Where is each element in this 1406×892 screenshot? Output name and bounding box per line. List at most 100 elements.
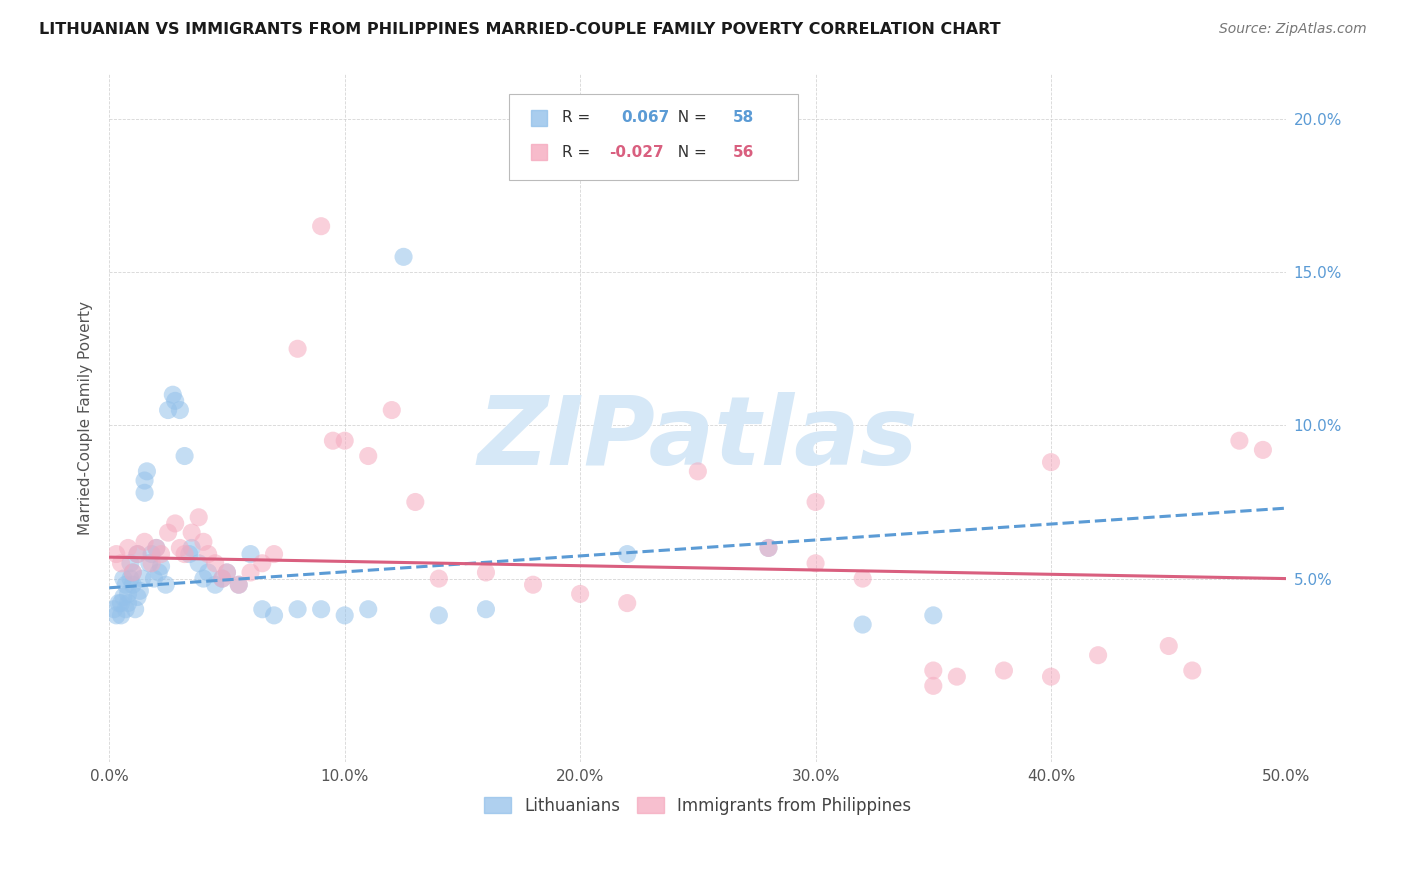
- Point: [1227, 434, 1250, 448]
- Point: [333, 434, 356, 448]
- Point: [193, 534, 215, 549]
- Point: [165, 393, 187, 408]
- Point: [357, 449, 380, 463]
- Point: [197, 566, 219, 580]
- Point: [110, 556, 132, 570]
- Y-axis label: Married-Couple Family Poverty: Married-Couple Family Poverty: [79, 301, 93, 534]
- Point: [112, 590, 135, 604]
- Point: [392, 250, 415, 264]
- Point: [173, 547, 195, 561]
- Point: [228, 578, 250, 592]
- Point: [616, 547, 638, 561]
- Point: [155, 578, 177, 592]
- Point: [475, 602, 498, 616]
- Point: [121, 566, 143, 580]
- Point: [150, 547, 173, 561]
- Point: [758, 541, 780, 555]
- Point: [569, 587, 592, 601]
- Point: [114, 602, 136, 616]
- Point: [138, 556, 160, 570]
- Point: [381, 403, 404, 417]
- Point: [211, 572, 233, 586]
- Point: [758, 541, 780, 555]
- Point: [252, 602, 274, 616]
- Point: [141, 547, 163, 561]
- Point: [145, 541, 167, 555]
- Text: N =: N =: [668, 111, 711, 125]
- Point: [180, 541, 202, 555]
- Point: [1157, 639, 1180, 653]
- Point: [852, 572, 875, 586]
- Point: [112, 572, 135, 586]
- Point: [322, 434, 344, 448]
- Point: [204, 556, 226, 570]
- Point: [804, 495, 827, 509]
- Point: [357, 602, 380, 616]
- FancyBboxPatch shape: [509, 94, 799, 180]
- Point: [162, 388, 184, 402]
- Point: [179, 547, 201, 561]
- Point: [145, 541, 167, 555]
- Point: [427, 572, 450, 586]
- Point: [110, 608, 132, 623]
- Point: [215, 566, 238, 580]
- Point: [922, 679, 945, 693]
- Point: [157, 403, 180, 417]
- Point: [616, 596, 638, 610]
- Text: LITHUANIAN VS IMMIGRANTS FROM PHILIPPINES MARRIED-COUPLE FAMILY POVERTY CORRELAT: LITHUANIAN VS IMMIGRANTS FROM PHILIPPINE…: [39, 22, 1001, 37]
- Point: [120, 572, 142, 586]
- Point: [135, 464, 157, 478]
- Text: R =: R =: [562, 111, 600, 125]
- Text: -0.027: -0.027: [610, 145, 664, 160]
- Point: [287, 342, 309, 356]
- Point: [922, 608, 945, 623]
- Point: [197, 547, 219, 561]
- Point: [131, 572, 153, 586]
- Point: [239, 566, 262, 580]
- Point: [169, 403, 191, 417]
- Point: [127, 547, 149, 561]
- Text: 0.067: 0.067: [621, 111, 669, 125]
- Point: [121, 578, 143, 592]
- Point: [309, 219, 332, 234]
- Point: [228, 578, 250, 592]
- Point: [134, 534, 156, 549]
- Text: Source: ZipAtlas.com: Source: ZipAtlas.com: [1219, 22, 1367, 37]
- Point: [946, 670, 969, 684]
- Point: [117, 541, 139, 555]
- Point: [204, 578, 226, 592]
- Point: [128, 583, 150, 598]
- Point: [127, 590, 149, 604]
- Point: [148, 566, 170, 580]
- Point: [165, 516, 187, 531]
- Point: [127, 547, 149, 561]
- Legend: Lithuanians, Immigrants from Philippines: Lithuanians, Immigrants from Philippines: [485, 797, 911, 814]
- Point: [804, 556, 827, 570]
- Point: [117, 587, 139, 601]
- Point: [1040, 455, 1063, 469]
- Point: [1251, 442, 1274, 457]
- Text: N =: N =: [668, 145, 711, 160]
- Point: [150, 559, 173, 574]
- Point: [110, 596, 132, 610]
- Text: 56: 56: [733, 145, 755, 160]
- Point: [193, 572, 215, 586]
- Point: [852, 617, 875, 632]
- Point: [187, 510, 209, 524]
- Point: [404, 495, 426, 509]
- Point: [134, 474, 156, 488]
- Point: [169, 541, 191, 555]
- Text: ZIPatlas: ZIPatlas: [478, 392, 918, 485]
- Point: [309, 602, 332, 616]
- Point: [105, 547, 128, 561]
- Point: [993, 664, 1015, 678]
- Point: [107, 596, 129, 610]
- Point: [252, 556, 274, 570]
- Point: [157, 525, 180, 540]
- Point: [103, 602, 125, 616]
- Point: [114, 578, 136, 592]
- Point: [263, 547, 285, 561]
- Point: [105, 608, 128, 623]
- Point: [173, 449, 195, 463]
- Point: [922, 664, 945, 678]
